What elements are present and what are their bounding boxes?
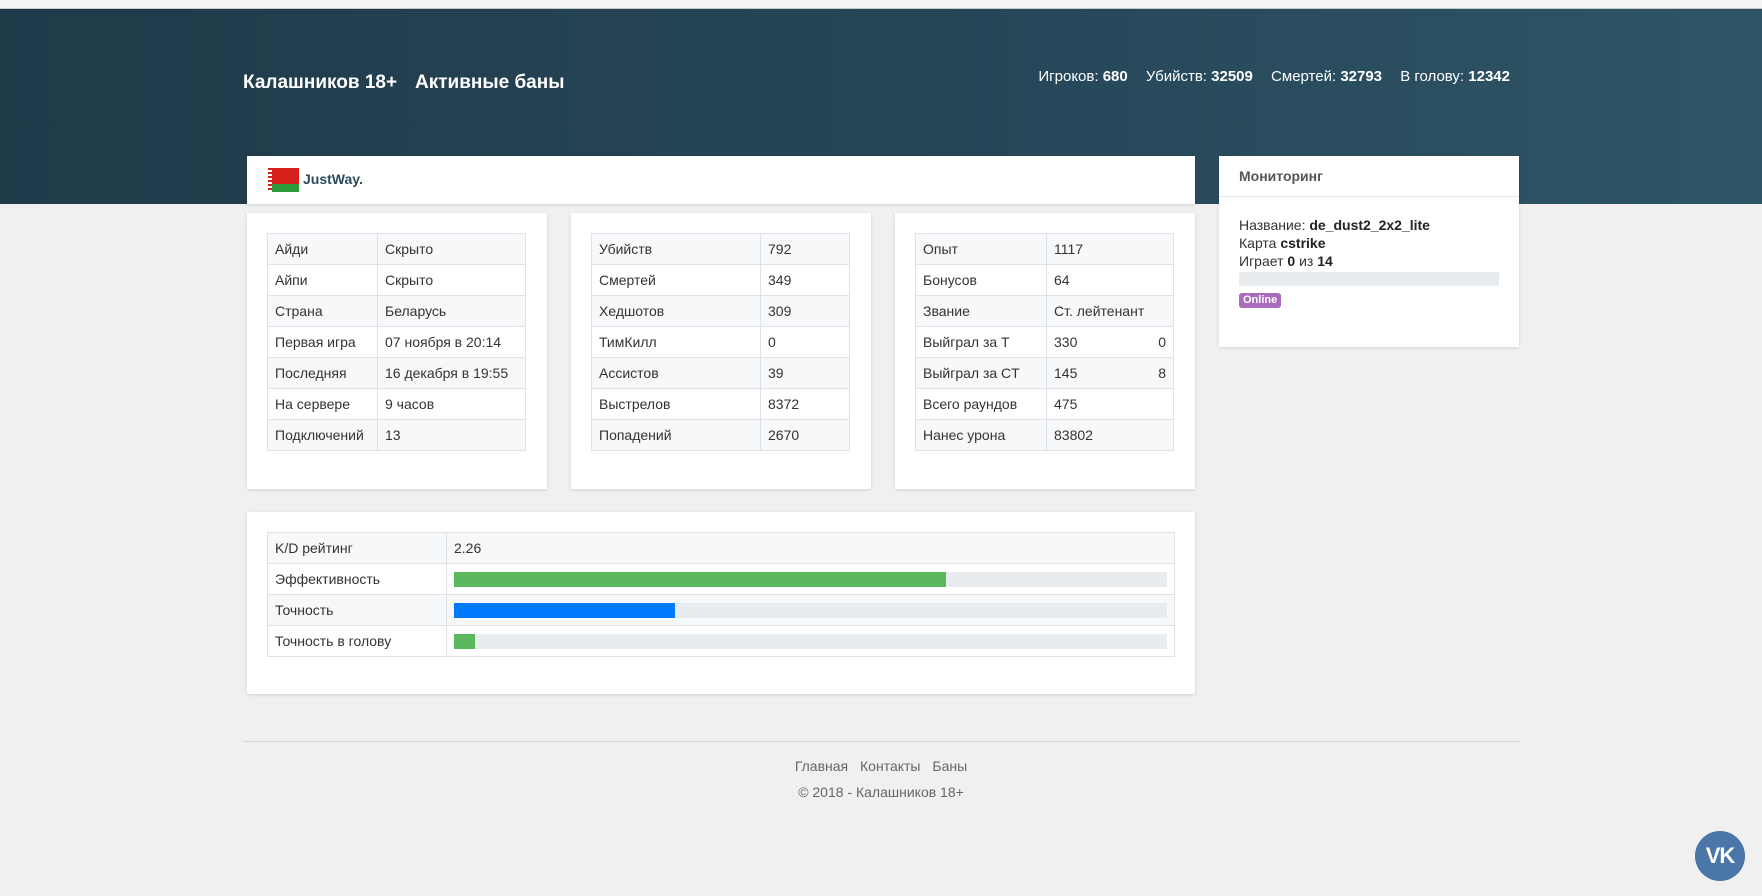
table-row: Выйграл за Т 330 0 [915, 326, 1174, 358]
progress-stats-table: Опыт 1117 Бонусов 64 Звание Ст. лейтенант В… [915, 233, 1174, 451]
nav-active-bans[interactable]: Активные баны [415, 72, 565, 93]
table-row: Выйграл за CT 145 8 [915, 357, 1174, 389]
vk-widget-button[interactable]: VK [1695, 831, 1745, 881]
table-row: Точность в голову [267, 625, 1175, 657]
table-row: Айпи Скрыто [267, 264, 526, 296]
combat-stats-table: Убийств 792 Смертей 349 Хедшотов 309 ТимКил… [591, 233, 850, 451]
stat-players: Игроков: 680 [1038, 68, 1128, 85]
kd-value: 2.26 [446, 532, 1175, 564]
table-row: Первая игра 07 ноября в 20:14 [267, 326, 526, 358]
monitoring-body: Название: de_dust2_2x2_lite Карта cstrik… [1219, 197, 1519, 327]
ratings-card: K/D рейтинг 2.26 Эффективность Точность Т… [247, 512, 1195, 694]
belarus-flag-icon [268, 168, 299, 192]
efficiency-progress-bar [454, 571, 1167, 587]
table-row: Выстрелов 8372 [591, 388, 850, 420]
table-row: Нанес урона 83802 [915, 419, 1174, 451]
table-row: Эффективность [267, 563, 1175, 595]
server-name-line: Название: de_dust2_2x2_lite [1239, 217, 1430, 233]
vk-icon: VK [1705, 843, 1736, 868]
table-row: Ассистов 39 [591, 357, 850, 389]
table-row: K/D рейтинг 2.26 [267, 532, 1175, 564]
progress-stats-card: Опыт 1117 Бонусов 64 Звание Ст. лейтенант В… [895, 213, 1195, 489]
table-row: На сервере 9 часов [267, 388, 526, 420]
player-profile-bar: JustWay. [247, 156, 1195, 204]
table-row: Хедшотов 309 [591, 295, 850, 327]
stat-headshots: В голову: 12342 [1400, 68, 1510, 85]
table-row: Последняя 16 декабря в 19:55 [267, 357, 526, 389]
server-players-line: Играет 0 из 14 [1239, 253, 1333, 269]
player-info-card: Айди Скрыто Айпи Скрыто Страна Беларусь Пер… [247, 213, 547, 489]
brand-link[interactable]: Калашников 18+ [243, 72, 398, 93]
table-row: Айди Скрыто [267, 233, 526, 265]
status-badge: Online [1239, 293, 1282, 308]
combat-stats-card: Убийств 792 Смертей 349 Хедшотов 309 ТимКил… [571, 213, 871, 489]
table-row: Подключений 13 [267, 419, 526, 451]
ratings-table: K/D рейтинг 2.26 Эффективность Точность Т… [267, 532, 1175, 657]
server-stats: Игроков: 680 Убийств: 32509 Смертей: 327… [1024, 68, 1510, 85]
table-row: Всего раундов 475 [915, 388, 1174, 420]
table-row: ТимКилл 0 [591, 326, 850, 358]
table-row: Смертей 349 [591, 264, 850, 296]
stat-kills: Убийств: 32509 [1145, 68, 1253, 85]
headshot-accuracy-progress-bar [454, 633, 1167, 649]
footer-link-bans[interactable]: Баны [932, 758, 968, 774]
table-row: Страна Беларусь [267, 295, 526, 327]
footer-divider [243, 741, 1520, 742]
browser-top-strip [0, 0, 1762, 9]
footer-nav: Главная Контакты Баны [0, 758, 1762, 774]
table-row: Точность [267, 594, 1175, 626]
table-row: Убийств 792 [591, 233, 850, 265]
monitoring-panel: Мониторинг Название: de_dust2_2x2_lite К… [1219, 156, 1519, 347]
table-row: Попадений 2670 [591, 419, 850, 451]
table-row: Опыт 1117 [915, 233, 1174, 265]
accuracy-progress-bar [454, 602, 1167, 618]
server-map-line: Карта cstrike [1239, 235, 1326, 251]
footer-link-home[interactable]: Главная [794, 758, 849, 774]
footer-link-contacts[interactable]: Контакты [860, 758, 921, 774]
player-info-table: Айди Скрыто Айпи Скрыто Страна Беларусь Пер… [267, 233, 526, 451]
table-row: Звание Ст. лейтенант [915, 295, 1174, 327]
stat-deaths: Смертей: 32793 [1271, 68, 1383, 85]
table-row: Бонусов 64 [915, 264, 1174, 296]
player-name: JustWay. [303, 171, 363, 187]
copyright-text: © 2018 - Калашников 18+ [798, 784, 964, 800]
monitoring-title: Мониторинг [1219, 156, 1519, 197]
server-fill-progress-bar [1239, 272, 1499, 286]
